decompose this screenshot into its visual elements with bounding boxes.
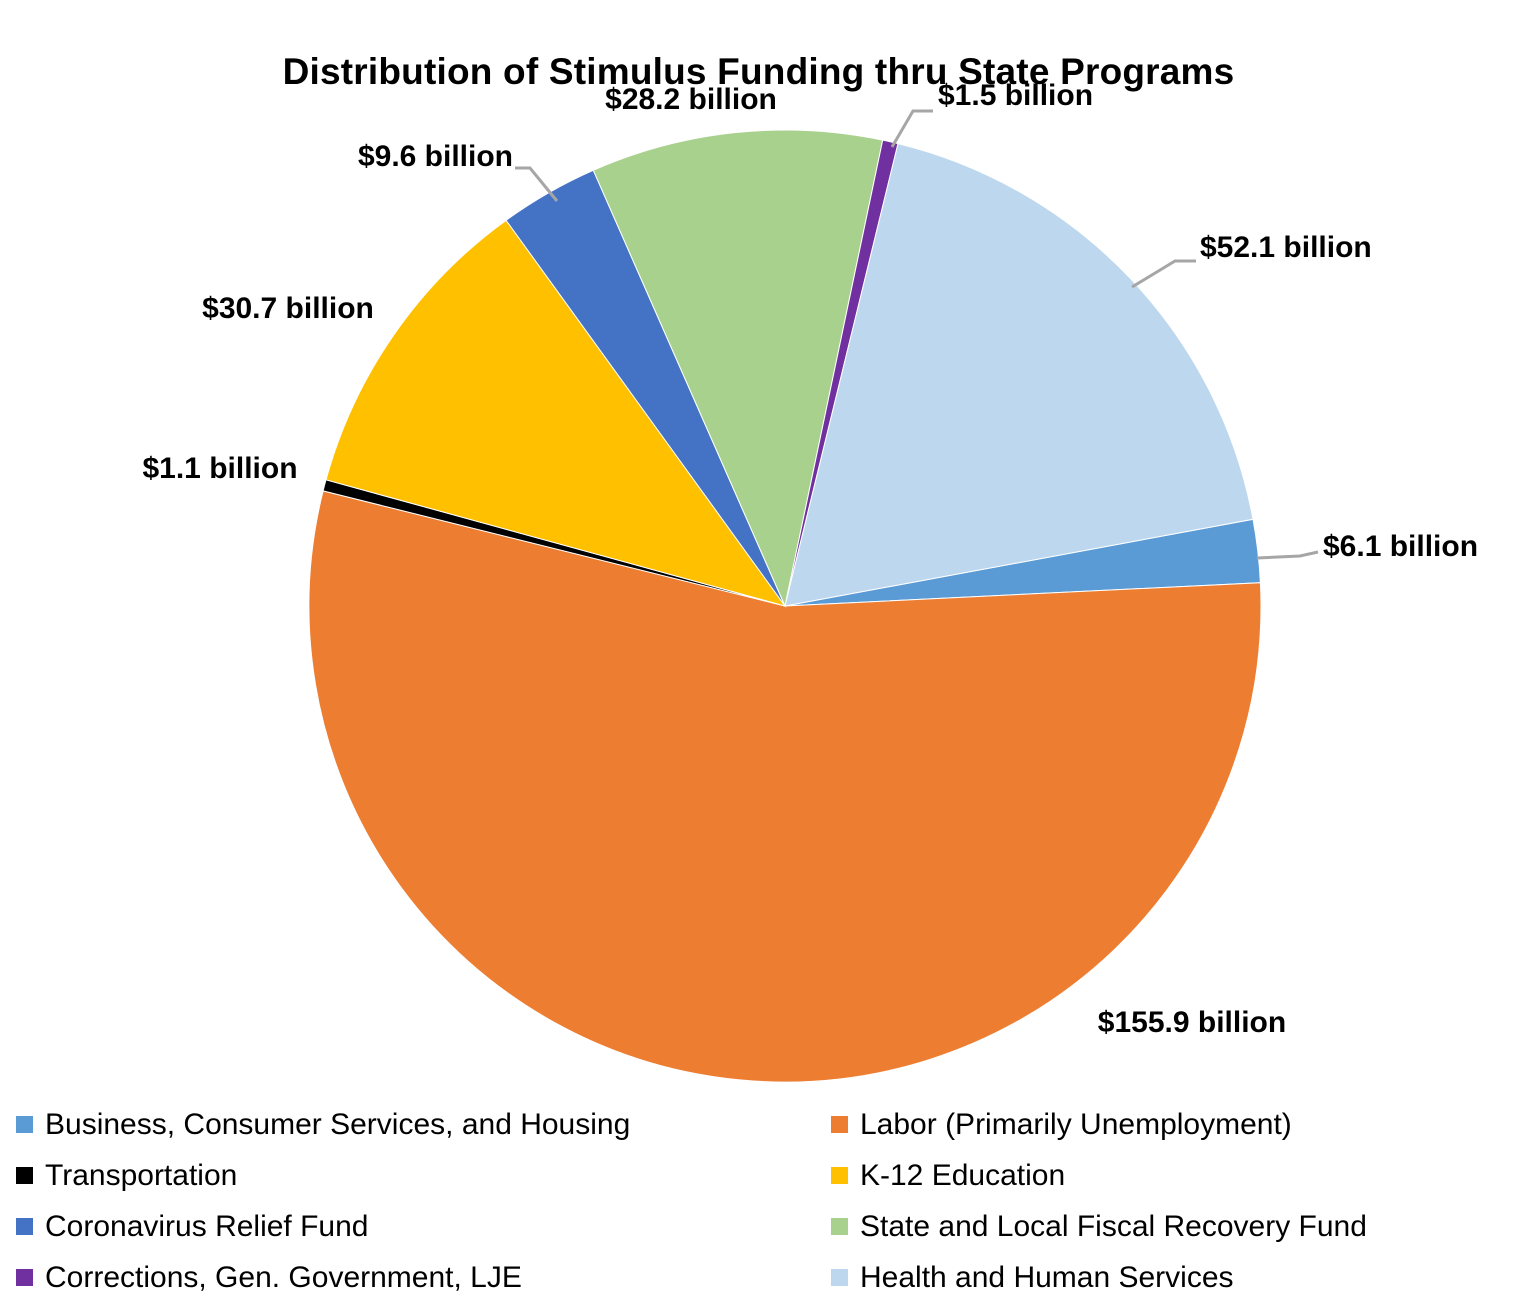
pie-slice-1 <box>308 490 1262 1083</box>
legend-swatch-icon <box>16 1269 33 1286</box>
legend-swatch-icon <box>16 1167 33 1184</box>
pie-slice-5 <box>592 129 884 608</box>
value-label-slice-2: $1.1 billion <box>142 452 298 485</box>
legend-column-2: Labor (Primarily Unemployment) K-12 Educa… <box>831 1099 1367 1303</box>
value-label-slice-6: $1.5 billion <box>938 79 1094 112</box>
value-label-slice-7: $52.1 billion <box>1200 231 1372 264</box>
legend-item-4: Coronavirus Relief Fund <box>16 1201 630 1252</box>
value-label-slice-3: $30.7 billion <box>202 292 374 325</box>
legend-label: K-12 Education <box>860 1158 1066 1192</box>
legend-swatch-icon <box>831 1167 848 1184</box>
value-label-slice-0: $6.1 billion <box>1323 530 1479 563</box>
legend-swatch-icon <box>831 1218 848 1235</box>
legend-column-1: Business, Consumer Services, and Housing… <box>16 1099 630 1303</box>
legend-swatch-icon <box>16 1218 33 1235</box>
legend-swatch-icon <box>831 1269 848 1286</box>
legend-swatch-icon <box>831 1116 848 1133</box>
legend-label: Labor (Primarily Unemployment) <box>860 1107 1292 1141</box>
value-label-slice-5: $28.2 billion <box>605 83 777 116</box>
leader-line-slice-6 <box>890 109 933 148</box>
legend-label: Transportation <box>45 1158 238 1192</box>
value-label-slice-4: $9.6 billion <box>357 140 513 173</box>
leader-line-slice-7 <box>1131 259 1196 289</box>
leader-line-slice-4 <box>515 166 559 202</box>
legend-label: State and Local Fiscal Recovery Fund <box>860 1209 1367 1243</box>
pie-slice-7 <box>784 142 1254 607</box>
legend-swatch-icon <box>16 1116 33 1133</box>
leader-line-slice-0 <box>1256 550 1319 560</box>
legend-item-2: Transportation <box>16 1150 630 1201</box>
legend-item-1: Labor (Primarily Unemployment) <box>831 1099 1367 1150</box>
value-label-slice-1: $155.9 billion <box>1097 1006 1287 1039</box>
legend-item-7: Health and Human Services <box>831 1252 1367 1303</box>
chart-title: Distribution of Stimulus Funding thru St… <box>282 50 1235 92</box>
legend-label: Coronavirus Relief Fund <box>45 1209 369 1243</box>
pie-slice-3 <box>325 219 787 607</box>
legend-label: Corrections, Gen. Government, LJE <box>45 1260 522 1294</box>
legend-item-6: Corrections, Gen. Government, LJE <box>16 1252 630 1303</box>
legend-item-5: State and Local Fiscal Recovery Fund <box>831 1201 1367 1252</box>
legend-label: Health and Human Services <box>860 1260 1234 1294</box>
legend-item-0: Business, Consumer Services, and Housing <box>16 1099 630 1150</box>
legend-label: Business, Consumer Services, and Housing <box>45 1107 631 1141</box>
legend-item-3: K-12 Education <box>831 1150 1367 1201</box>
